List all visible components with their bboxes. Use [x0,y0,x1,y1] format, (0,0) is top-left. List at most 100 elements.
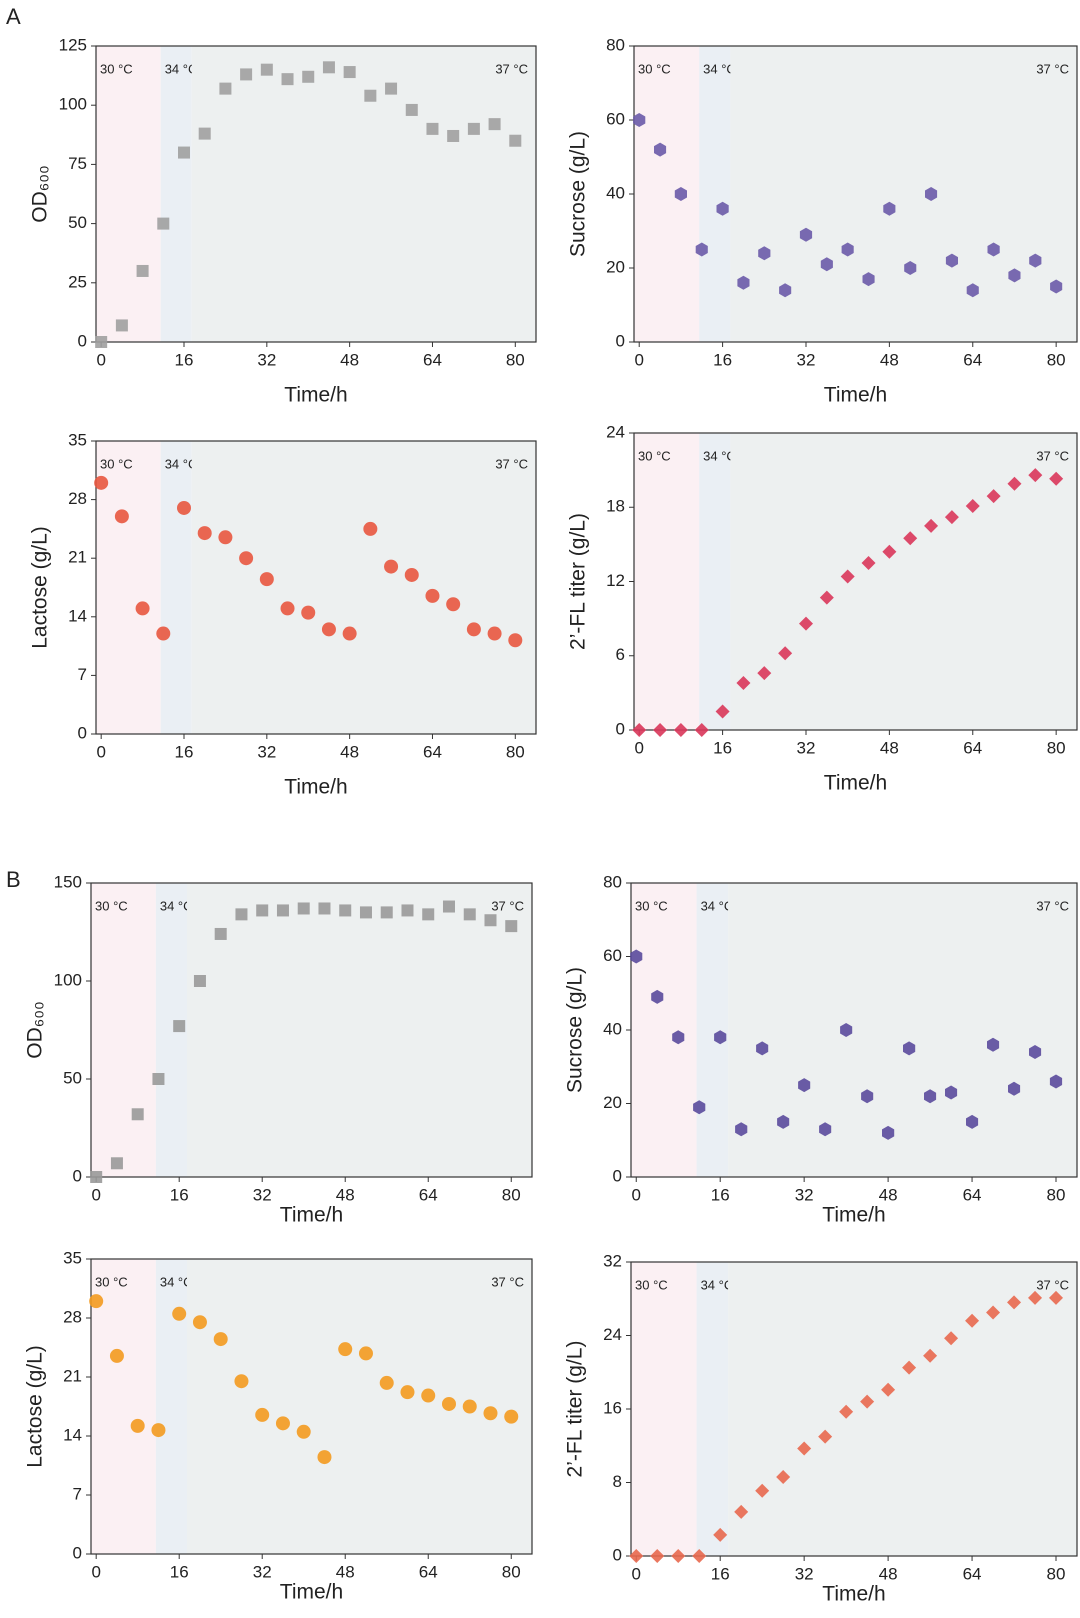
point [508,633,523,648]
point [151,1423,166,1438]
point [484,914,497,927]
panel-label: A [6,4,21,29]
x-axis-label: Time/h [824,384,887,407]
y-tick-label: 35 [63,1248,82,1267]
temperature-region [191,46,536,342]
point [714,1030,727,1045]
x-tick-label: 16 [713,350,732,369]
x-axis-label: Time/h [284,776,347,799]
point [1029,1045,1042,1059]
y-tick-label: 80 [603,872,622,891]
point [385,82,398,95]
point [1008,268,1021,283]
point [172,1306,187,1321]
point [426,122,439,135]
point [945,1085,958,1100]
point [322,61,335,74]
x-axis-label: Time/h [822,1204,885,1227]
point [819,590,834,605]
point [296,1424,311,1439]
point [343,66,356,79]
y-tick-label: 12 [606,571,625,590]
x-tick-label: 32 [257,742,276,761]
point [509,134,522,147]
point [1028,468,1043,483]
y-tick-label: 21 [63,1366,82,1385]
point [1049,1290,1064,1305]
point [281,73,294,86]
x-tick-label: 80 [1047,738,1066,757]
point [297,902,310,915]
point [379,1375,394,1390]
point [110,1157,123,1170]
point [152,1073,165,1085]
x-tick-label: 80 [506,350,525,369]
point [359,906,372,919]
point [736,675,751,690]
x-tick-label: 64 [419,1562,438,1581]
x-tick-label: 48 [879,1564,898,1583]
y-tick-label: 150 [54,872,82,891]
x-tick-label: 16 [170,1185,189,1204]
point [178,146,190,159]
y-tick-label: 24 [603,1325,622,1344]
point [923,1348,938,1363]
point [1029,253,1042,268]
x-tick-label: 80 [1047,1564,1066,1583]
x-tick-label: 64 [963,1185,982,1204]
temperature-region [160,46,192,342]
y-tick-label: 16 [603,1398,622,1417]
y-tick-label: 50 [68,213,87,232]
point [463,908,476,921]
region-label: 34 °C [701,898,734,913]
temperature-region [91,1259,156,1554]
temperature-region [730,46,1077,342]
point [693,1100,706,1115]
region-label: 34 °C [165,61,198,76]
region-label: 37 °C [491,898,524,913]
point [318,902,331,915]
x-axis-label: Time/h [824,772,887,795]
point [651,989,664,1004]
point [239,551,254,566]
y-tick-label: 125 [59,35,87,54]
point [425,588,440,603]
x-axis-label: Time/h [822,1583,885,1606]
y-axis-label: Lactose (g/L) [29,526,52,649]
point [302,70,315,83]
y-axis-label: 2’-FL titer (g/L) [564,1341,587,1478]
point [965,1313,980,1328]
x-tick-label: 64 [963,1564,982,1583]
point [135,601,150,616]
point [89,1294,104,1309]
temperature-region [634,46,700,342]
point [255,1407,270,1422]
point [259,572,274,587]
point [797,1441,812,1456]
point [421,1388,436,1403]
region-label: 30 °C [95,1274,128,1289]
y-tick-label: 0 [616,719,625,738]
point [654,142,667,157]
y-tick-label: 21 [68,548,87,567]
point [441,1396,456,1411]
y-tick-label: 7 [78,665,87,684]
y-tick-label: 24 [606,422,625,441]
point [193,975,206,987]
point [1007,476,1022,491]
point [504,1409,519,1424]
x-tick-label: 16 [713,738,732,757]
x-tick-label: 32 [795,1185,814,1204]
point [839,1404,854,1419]
y-tick-label: 28 [68,489,87,508]
point [987,1037,1000,1052]
region-label: 37 °C [495,61,528,76]
y-tick-label: 0 [613,1166,622,1185]
point [945,253,958,268]
y-tick-label: 25 [68,272,87,291]
y-tick-label: 14 [63,1425,82,1444]
y-tick-label: 100 [54,970,82,989]
x-tick-label: 16 [711,1564,730,1583]
region-label: 34 °C [160,898,193,913]
region-label: 30 °C [95,898,128,913]
